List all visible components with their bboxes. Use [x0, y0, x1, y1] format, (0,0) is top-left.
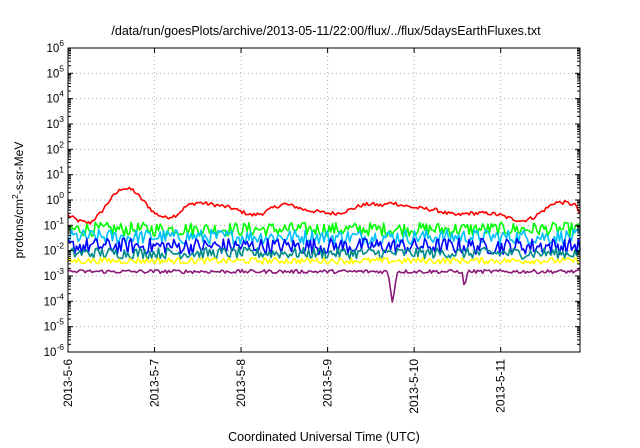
y-axis-label: protons/cm2-s-sr-MeV — [10, 142, 26, 259]
x-tick-label: 2013-5-6 — [61, 359, 75, 407]
series-line-5 — [67, 246, 581, 260]
y-tick-label: 10-4 — [44, 291, 65, 308]
series-line-6 — [67, 256, 581, 265]
series-line-1 — [67, 186, 581, 225]
chart-title: /data/run/goesPlots/archive/2013-05-11/2… — [111, 24, 541, 38]
y-tick-label: 10-2 — [44, 241, 65, 258]
y-tick-label: 106 — [46, 38, 64, 55]
series-group — [67, 186, 581, 303]
y-tick-label: 10-1 — [44, 215, 65, 232]
x-axis-label: Coordinated Universal Time (UTC) — [228, 430, 420, 444]
y-tick-label: 100 — [46, 190, 64, 207]
x-ticks: 2013-5-6 2013-5-7 2013-5-8 2013-5-9 2013-5-1… — [61, 48, 508, 414]
y-ticks: 10-6 10-5 10-4 10-3 10-2 10-1 100 101 102 103 104 1… — [44, 38, 580, 359]
x-tick-label: 2013-5-11 — [494, 359, 508, 413]
x-tick-label: 2013-5-9 — [321, 359, 335, 407]
series-line-7 — [67, 268, 581, 303]
y-tick-label: 10-5 — [44, 317, 65, 334]
y-tick-label: 101 — [46, 165, 64, 182]
x-tick-label: 2013-5-7 — [148, 359, 162, 407]
y-tick-label: 10-3 — [44, 266, 65, 283]
y-tick-label: 103 — [46, 114, 64, 131]
y-tick-label: 102 — [46, 139, 64, 156]
grid — [68, 48, 580, 352]
y-tick-label: 105 — [46, 63, 64, 80]
y-tick-label: 10-6 — [44, 342, 65, 359]
x-tick-label: 2013-5-8 — [234, 359, 248, 407]
series-line-2 — [67, 221, 581, 237]
series-line-3 — [67, 228, 581, 246]
y-tick-label: 104 — [46, 89, 64, 106]
x-tick-label: 2013-5-10 — [407, 359, 421, 414]
